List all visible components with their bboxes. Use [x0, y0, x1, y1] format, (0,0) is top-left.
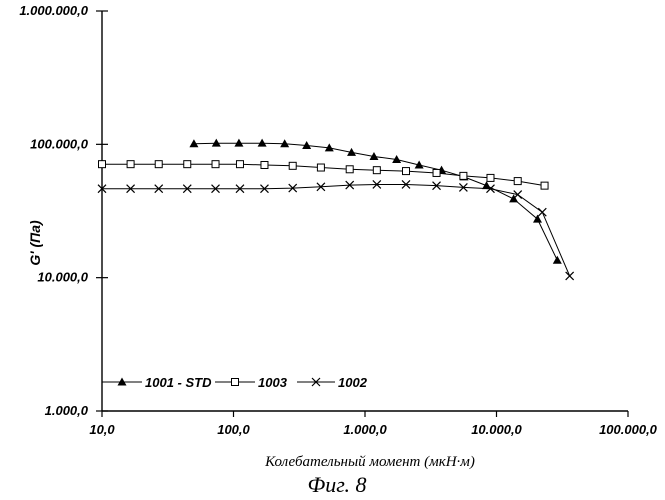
y-tick-label: 1.000,0	[45, 403, 89, 418]
data-point	[183, 160, 192, 169]
legend-entry: 1003	[215, 375, 288, 390]
legend-entry: 1002	[297, 375, 368, 390]
data-point	[459, 171, 468, 180]
data-point	[540, 181, 549, 190]
data-point	[369, 152, 379, 161]
data-point	[414, 160, 424, 169]
series-layer	[97, 138, 575, 281]
y-tick-label: 100.000,0	[30, 136, 89, 151]
data-point	[154, 184, 164, 194]
data-point	[432, 168, 441, 177]
figure-caption: Фиг. 8	[308, 472, 367, 497]
data-point	[401, 180, 411, 189]
legend-label: 1002	[338, 375, 368, 390]
data-point	[532, 214, 542, 223]
data-point	[211, 138, 221, 147]
legend-entry: 1001 - STD	[102, 375, 212, 390]
data-point	[234, 138, 244, 147]
data-point	[211, 160, 220, 169]
data-point	[182, 184, 192, 194]
data-point	[432, 181, 441, 191]
series-line	[102, 184, 571, 277]
data-point	[345, 165, 354, 174]
data-point	[324, 143, 334, 152]
data-point	[565, 271, 575, 281]
x-tick-label: 10,0	[89, 422, 115, 437]
data-point	[154, 160, 163, 169]
data-point	[316, 163, 325, 172]
data-point	[513, 190, 523, 199]
data-point	[288, 161, 297, 170]
data-point	[316, 182, 326, 192]
data-point	[486, 184, 495, 194]
data-point	[347, 147, 357, 156]
data-point	[302, 141, 312, 150]
data-point	[372, 180, 382, 189]
data-point	[345, 180, 355, 190]
data-point	[372, 166, 381, 175]
data-point	[392, 154, 402, 163]
data-point	[235, 160, 244, 169]
data-point	[552, 255, 562, 264]
data-point	[98, 160, 106, 169]
data-point	[126, 184, 136, 194]
legend-marker	[311, 377, 321, 387]
legend-marker	[231, 378, 239, 386]
x-tick-label: 10.000,0	[471, 422, 522, 437]
x-tick-label: 100.000,0	[599, 422, 658, 437]
series-1	[189, 138, 562, 264]
series-2	[98, 160, 549, 190]
y-axis-label: G' (Па)	[27, 220, 43, 266]
series-line	[193, 142, 558, 261]
legend-label: 1001 - STD	[145, 375, 212, 390]
data-point	[458, 183, 468, 192]
data-point	[513, 177, 522, 186]
legend: 1001 - STD 1003 1002	[102, 375, 368, 390]
y-tick-label: 10.000,0	[37, 270, 88, 285]
data-point	[260, 160, 269, 169]
data-point	[260, 184, 269, 194]
data-point	[486, 173, 495, 182]
x-tick-label: 100,0	[217, 422, 250, 437]
data-point	[288, 183, 298, 193]
data-point	[211, 184, 220, 194]
data-point	[97, 184, 107, 194]
legend-label: 1003	[258, 375, 288, 390]
data-point	[189, 139, 199, 148]
data-point	[280, 139, 290, 148]
series-3	[97, 180, 575, 281]
x-axis-label: Колебательный момент (мкН·м)	[264, 454, 475, 470]
data-point	[537, 207, 547, 217]
legend-marker	[117, 377, 127, 386]
data-point	[401, 167, 410, 176]
data-point	[126, 160, 135, 169]
y-tick-label: 1.000.000,0	[19, 3, 88, 18]
x-tick-label: 1.000,0	[343, 422, 387, 437]
data-point	[235, 184, 245, 194]
data-point	[257, 138, 267, 147]
